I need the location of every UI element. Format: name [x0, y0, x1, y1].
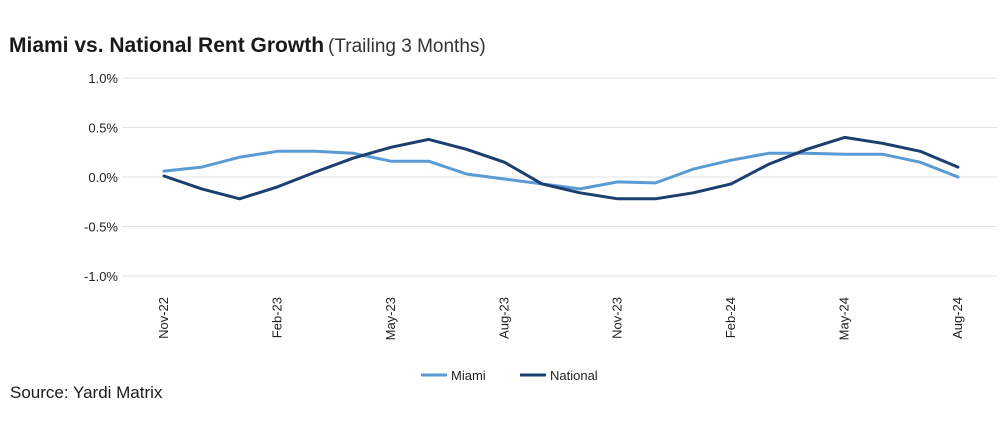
source-note: Source: Yardi Matrix — [10, 383, 163, 402]
x-tick-label-5: Feb-24 — [723, 297, 738, 338]
legend-label-miami: Miami — [451, 368, 486, 383]
y-tick-label-0: 1.0% — [88, 71, 118, 86]
chart-subtitle: (Trailing 3 Months) — [328, 36, 486, 57]
x-tick-label-0: Nov-22 — [156, 297, 171, 339]
x-tick-label-2: May-23 — [383, 297, 398, 340]
series-line-miami — [162, 149, 960, 191]
x-tick-label-7: Aug-24 — [950, 297, 965, 339]
x-tick-label-1: Feb-23 — [269, 297, 284, 338]
chart-title: Miami vs. National Rent Growth — [9, 34, 325, 57]
series-line-national — [162, 135, 960, 201]
y-tick-label-2: 0.0% — [88, 170, 118, 185]
y-tick-label-4: -1.0% — [84, 269, 118, 284]
x-tick-label-6: May-24 — [837, 297, 852, 340]
x-tick-label-3: Aug-23 — [496, 297, 511, 339]
y-tick-label-3: -0.5% — [84, 220, 118, 235]
gridlines — [122, 77, 997, 277]
chart-title-block: Miami vs. National Rent Growth (Trailing… — [9, 34, 486, 58]
x-tick-label-4: Nov-23 — [610, 297, 625, 339]
legend-label-national: National — [550, 368, 598, 383]
y-tick-label-1: 0.5% — [88, 121, 118, 136]
